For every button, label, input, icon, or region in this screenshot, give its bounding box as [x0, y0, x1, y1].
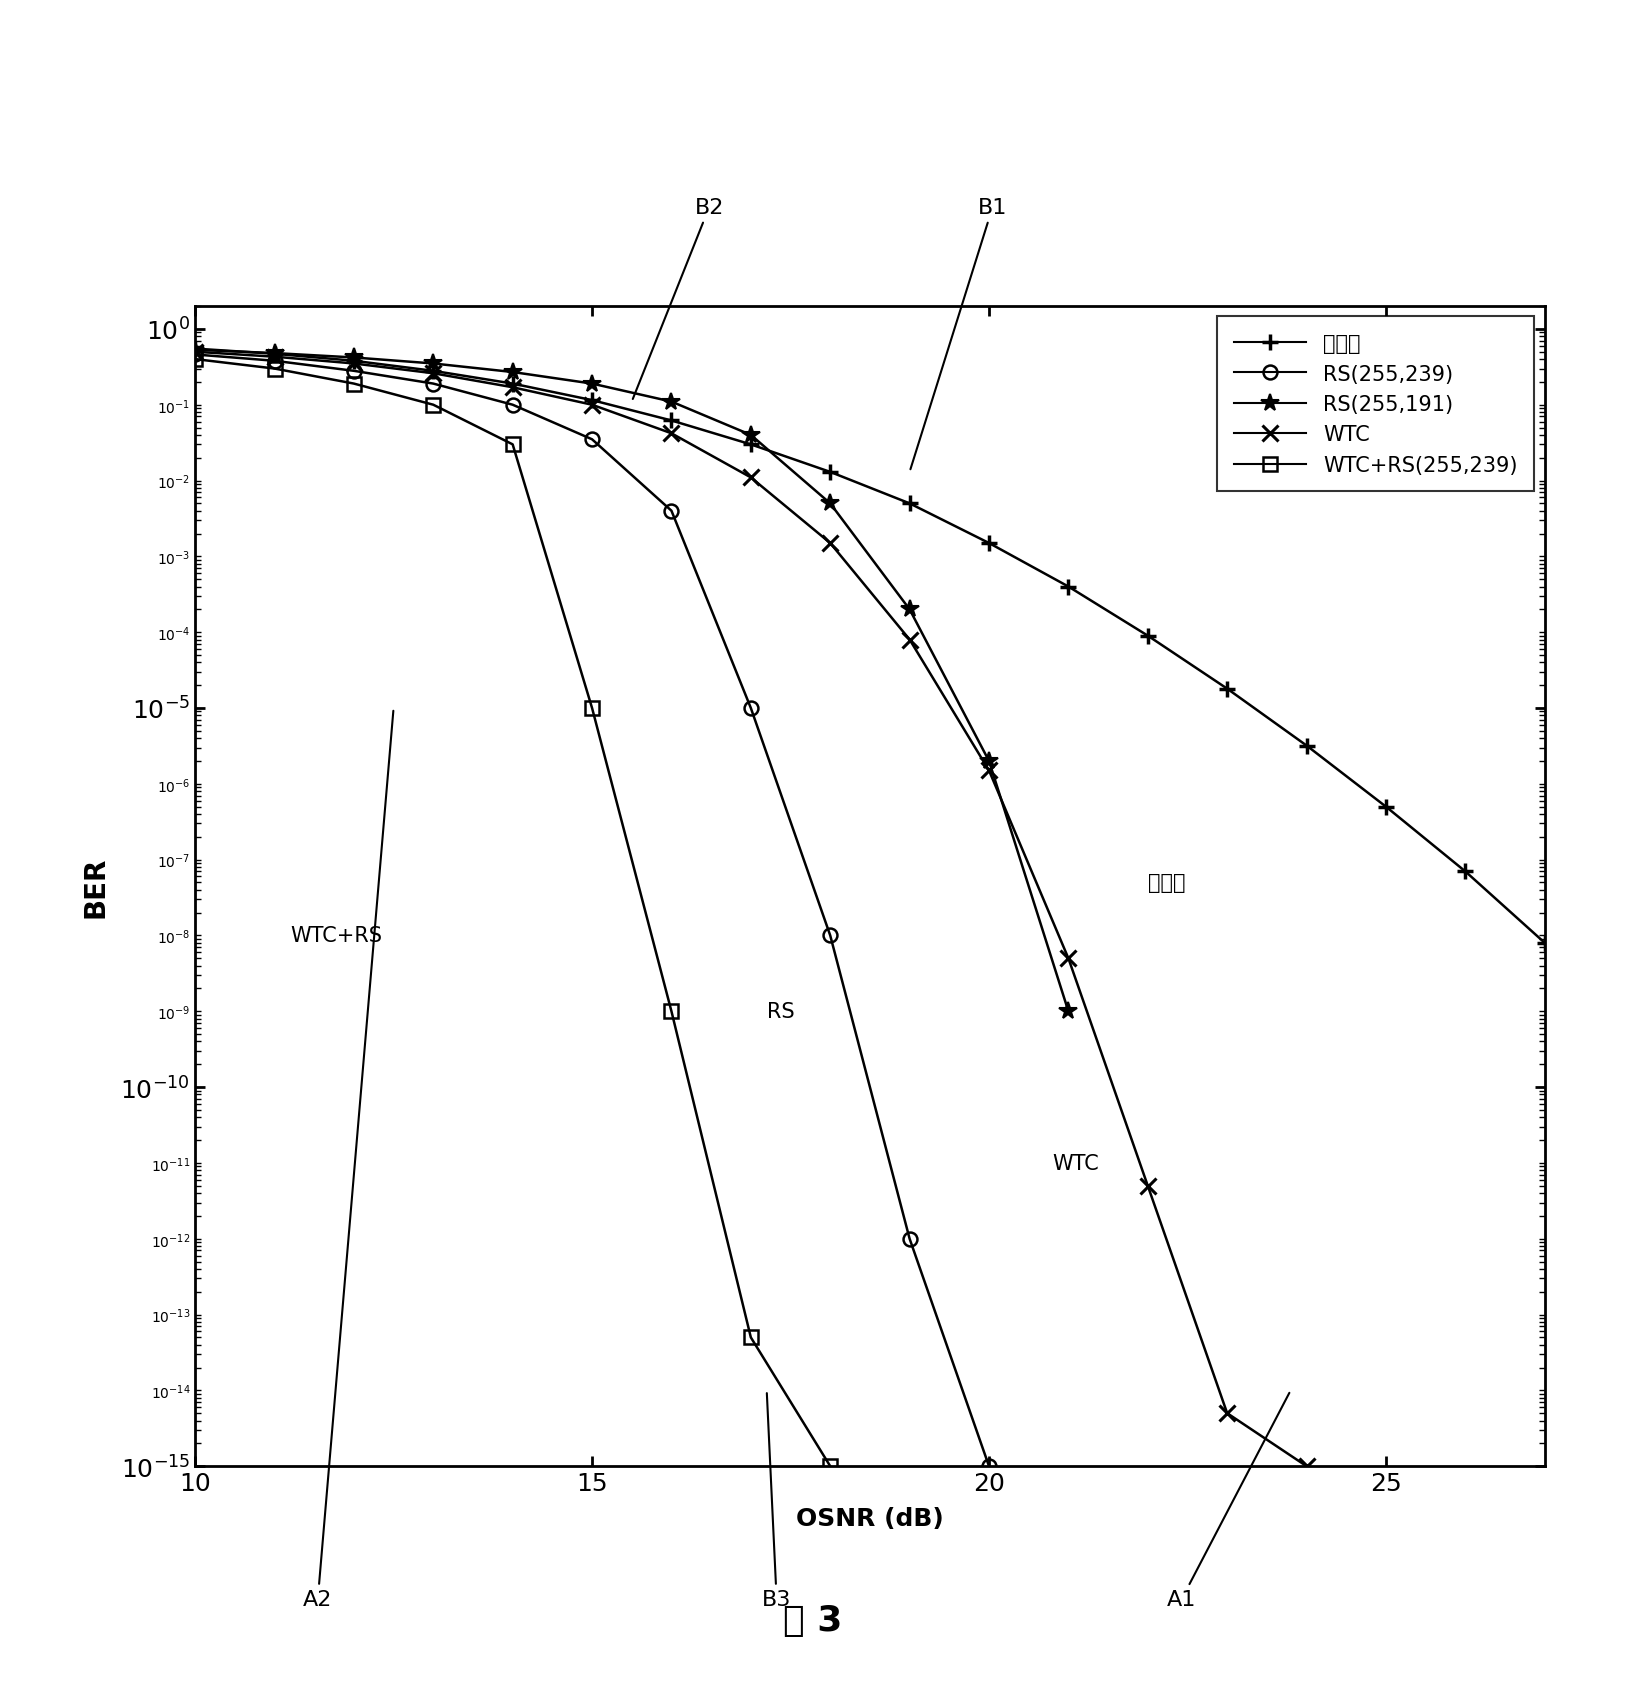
未编码 — [1059, 576, 1078, 597]
未编码 — [185, 339, 205, 360]
Text: A1: A1 — [1167, 1393, 1289, 1610]
WTC — [979, 760, 998, 781]
Text: A2: A2 — [302, 711, 393, 1610]
RS(255,239) — [502, 396, 522, 416]
RS(255,239) — [662, 501, 681, 522]
WTC — [1298, 1456, 1317, 1477]
WTC+RS(255,239) — [821, 1456, 841, 1477]
RS(255,191) — [582, 373, 602, 394]
未编码 — [821, 462, 841, 483]
RS(255,191) — [662, 392, 681, 413]
RS(255,239) — [741, 699, 761, 720]
未编码 — [265, 344, 285, 365]
未编码 — [1455, 861, 1475, 881]
X-axis label: OSNR (dB): OSNR (dB) — [797, 1506, 943, 1529]
Text: B3: B3 — [763, 1393, 792, 1610]
WTC — [899, 629, 919, 650]
WTC — [821, 534, 841, 554]
RS(255,239) — [899, 1229, 919, 1250]
未编码 — [1298, 737, 1317, 757]
未编码 — [662, 411, 681, 431]
RS(255,191) — [741, 426, 761, 447]
WTC — [345, 355, 364, 375]
WTC — [502, 379, 522, 399]
WTC — [1218, 1403, 1237, 1424]
Legend: 未编码, RS(255,239), RS(255,191), WTC, WTC+RS(255,239): 未编码, RS(255,239), RS(255,191), WTC, WTC+… — [1216, 317, 1535, 493]
RS(255,191) — [345, 348, 364, 368]
WTC+RS(255,239) — [423, 396, 442, 416]
WTC+RS(255,239) — [185, 350, 205, 370]
RS(255,191) — [265, 344, 285, 365]
未编码 — [1218, 679, 1237, 699]
Text: RS: RS — [767, 1001, 795, 1021]
Line: RS(255,239): RS(255,239) — [189, 348, 997, 1473]
Text: B1: B1 — [911, 198, 1006, 471]
Line: WTC: WTC — [187, 344, 1314, 1473]
RS(255,191) — [185, 341, 205, 361]
Text: 未编码: 未编码 — [1148, 873, 1185, 893]
RS(255,239) — [185, 344, 205, 365]
RS(255,239) — [821, 926, 841, 946]
RS(255,191) — [502, 363, 522, 384]
未编码 — [345, 351, 364, 372]
RS(255,191) — [821, 494, 841, 515]
未编码 — [582, 390, 602, 411]
RS(255,239) — [265, 351, 285, 372]
RS(255,191) — [423, 355, 442, 375]
未编码 — [423, 361, 442, 382]
RS(255,239) — [582, 430, 602, 450]
未编码 — [899, 494, 919, 515]
WTC — [741, 467, 761, 488]
WTC+RS(255,239) — [265, 360, 285, 380]
未编码 — [1376, 796, 1395, 817]
Text: 图 3: 图 3 — [784, 1603, 842, 1637]
WTC+RS(255,239) — [741, 1326, 761, 1347]
未编码 — [979, 534, 998, 554]
Line: RS(255,191): RS(255,191) — [185, 341, 1078, 1021]
RS(255,239) — [423, 373, 442, 394]
WTC — [582, 396, 602, 416]
未编码 — [1138, 626, 1158, 646]
未编码 — [741, 435, 761, 455]
RS(255,191) — [899, 600, 919, 621]
WTC — [1059, 948, 1078, 968]
WTC+RS(255,239) — [502, 435, 522, 455]
Text: B2: B2 — [633, 198, 724, 399]
WTC — [662, 425, 681, 445]
WTC — [1138, 1176, 1158, 1197]
WTC — [423, 363, 442, 384]
Text: WTC+RS: WTC+RS — [291, 926, 382, 946]
WTC+RS(255,239) — [582, 699, 602, 720]
未编码 — [1535, 933, 1554, 953]
RS(255,239) — [979, 1456, 998, 1477]
WTC — [265, 348, 285, 368]
Text: WTC: WTC — [1052, 1153, 1099, 1173]
WTC+RS(255,239) — [345, 373, 364, 394]
未编码 — [502, 373, 522, 394]
RS(255,191) — [1059, 1001, 1078, 1021]
Y-axis label: BER: BER — [81, 856, 109, 917]
WTC+RS(255,239) — [662, 1001, 681, 1021]
RS(255,191) — [979, 752, 998, 772]
Line: 未编码: 未编码 — [187, 341, 1553, 951]
RS(255,239) — [345, 361, 364, 382]
WTC — [185, 343, 205, 363]
Line: WTC+RS(255,239): WTC+RS(255,239) — [189, 353, 837, 1473]
